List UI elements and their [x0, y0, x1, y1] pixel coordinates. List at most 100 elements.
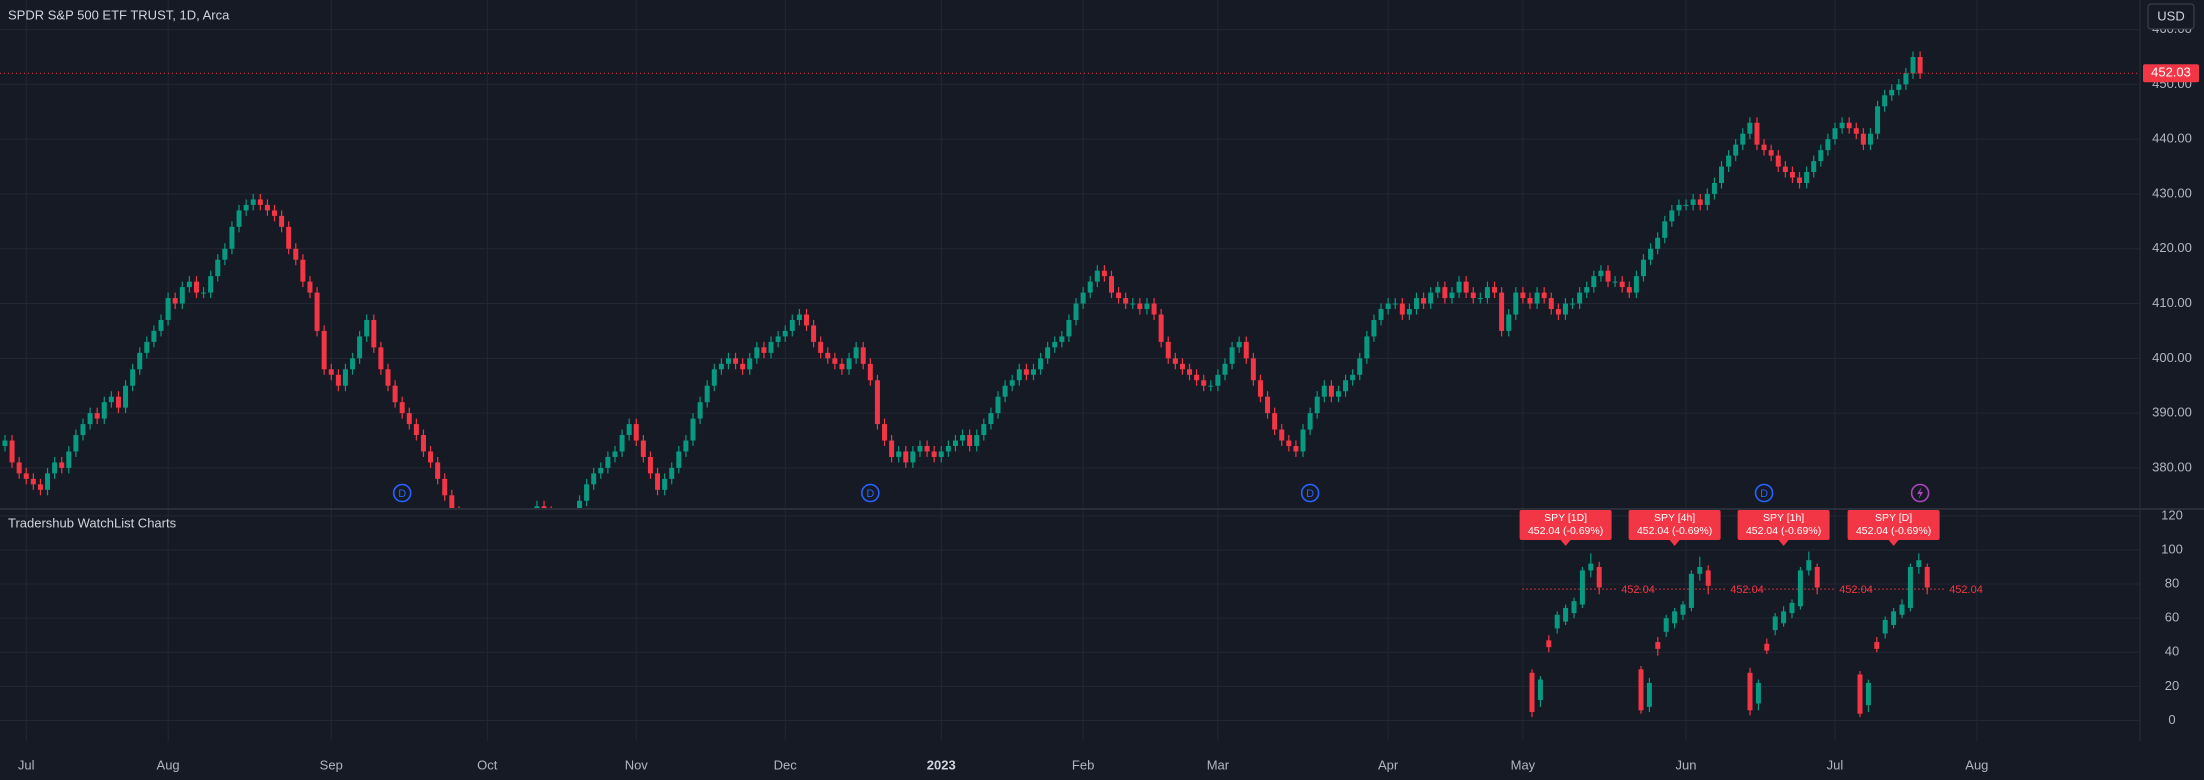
candle-body	[910, 451, 916, 463]
level-label: 452.04	[1839, 584, 1873, 596]
dividend-label: D	[1760, 488, 1768, 500]
currency-label[interactable]: USD	[2157, 8, 2184, 23]
candle-body	[186, 281, 192, 288]
candle-body	[1867, 133, 1873, 145]
candle-body	[754, 347, 760, 359]
candle-body	[974, 435, 980, 446]
candle-body	[1865, 683, 1871, 706]
currency-button[interactable]: USD	[2147, 3, 2195, 30]
candle-body	[1754, 122, 1760, 145]
candle-body	[30, 478, 36, 485]
candle-body	[1030, 369, 1036, 375]
label-price: 452.04 (-0.69%)	[1528, 525, 1603, 537]
candle-body	[1789, 172, 1795, 178]
candle-body	[1591, 276, 1597, 288]
candle-body	[1314, 396, 1320, 414]
candle-body	[1194, 374, 1200, 381]
candle-body	[87, 413, 93, 425]
watchlist-chart: 452.04 SPY [1D]452.04 (-0.69%)	[1519, 510, 1655, 718]
candle-body	[378, 347, 384, 370]
candle-body	[1406, 309, 1412, 315]
x-tick-label: Sep	[320, 757, 343, 772]
candle-body	[1917, 56, 1923, 74]
candle-body	[1492, 287, 1498, 293]
candle-body	[853, 347, 859, 359]
candle-body	[1846, 122, 1852, 129]
x-tick-label: May	[1511, 757, 1536, 772]
candle-body	[321, 330, 327, 370]
candle-body	[1449, 292, 1455, 299]
y-tick-label: 430.00	[2152, 185, 2192, 200]
candle-body	[130, 369, 136, 386]
candle-body	[1499, 292, 1505, 331]
last-price-badge	[2143, 64, 2199, 83]
candle-body	[1307, 413, 1313, 430]
candle-body	[697, 402, 703, 419]
candle-body	[1087, 281, 1093, 293]
candle-body	[399, 402, 405, 414]
candle-body	[1764, 643, 1770, 651]
candle-body	[1421, 298, 1427, 304]
candle-body	[811, 325, 817, 342]
candle-body	[1579, 570, 1585, 605]
candle-body	[1605, 270, 1611, 282]
candle-body	[1781, 611, 1787, 624]
candle-body	[1633, 276, 1639, 293]
candle-body	[846, 358, 852, 370]
candle-body	[612, 451, 618, 457]
candle-body	[1378, 309, 1384, 320]
candle-body	[1860, 133, 1866, 145]
candle-body	[1588, 563, 1594, 571]
candle-body	[158, 319, 164, 331]
candle-body	[420, 435, 426, 452]
candle-body	[449, 495, 455, 509]
candle-body	[1413, 298, 1419, 310]
candle-body	[1899, 604, 1905, 615]
candle-body	[1814, 567, 1820, 588]
label-box	[1847, 510, 1940, 540]
candle-body	[605, 456, 611, 468]
candle-body	[1477, 298, 1483, 300]
candle-body	[9, 440, 15, 463]
candle-body	[1257, 380, 1263, 397]
candle-body	[442, 478, 448, 496]
candle-body	[286, 226, 292, 249]
currency-button-frame[interactable]	[2147, 3, 2195, 30]
candle-body	[1638, 669, 1644, 711]
candle-body	[1546, 640, 1552, 648]
candle-body	[208, 276, 214, 293]
candle-body	[874, 380, 880, 425]
dividend-label: D	[866, 488, 874, 500]
candle-body	[1554, 614, 1560, 629]
candle-body	[1520, 292, 1526, 299]
candle-body	[1463, 281, 1469, 293]
candle-body	[1690, 199, 1696, 205]
candle-body	[1740, 133, 1746, 145]
dividend-marker	[392, 483, 412, 503]
candle-body	[1705, 570, 1711, 586]
candle-body	[1891, 611, 1897, 625]
candle-body	[1924, 567, 1930, 588]
label-price: 452.04 (-0.69%)	[1856, 525, 1931, 537]
candle-body	[179, 287, 185, 304]
candle-body	[264, 204, 270, 211]
candle-body	[1596, 567, 1602, 588]
candle-body	[1704, 193, 1710, 205]
y-tick-label: 440.00	[2152, 131, 2192, 146]
candle-body	[1598, 270, 1604, 277]
candle-body	[896, 451, 902, 457]
label-title: SPY [D]	[1875, 512, 1912, 524]
label-pointer	[1778, 540, 1789, 546]
candle-body	[867, 363, 873, 381]
candle-body	[718, 363, 724, 370]
candle-body	[917, 445, 923, 452]
candle-body	[229, 226, 235, 249]
candle-body	[1789, 602, 1795, 614]
candle-body	[1385, 303, 1391, 310]
earnings-icon	[1917, 487, 1924, 499]
candle-body	[1002, 385, 1008, 397]
candle-body	[1797, 177, 1803, 183]
candle-body	[1236, 341, 1242, 348]
dividend-marker	[1754, 483, 1774, 503]
